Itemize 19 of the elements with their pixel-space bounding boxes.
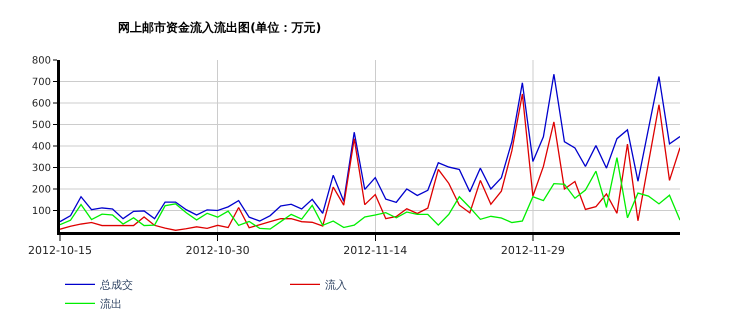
y-tick-label: 400 [32,142,51,152]
y-tick-label: 200 [32,184,51,196]
y-tick-label: 500 [32,120,51,131]
x-tick-label: 2012-10-15 [28,244,92,258]
y-tick-label: 700 [32,77,51,88]
legend-label: 流出 [100,298,122,311]
line-series [60,74,680,222]
chart-title: 网上邮市资金流入流出图(单位：万元) [118,20,322,34]
x-tick-label: 2012-11-29 [500,244,565,258]
x-tick-label: 2012-11-14 [343,244,408,258]
y-tick-label: 600 [32,98,51,110]
y-tick-label: 100 [32,206,51,217]
line-series [60,93,680,231]
legend-label: 总成交 [99,278,133,292]
x-tick-label: 2012-10-30 [186,244,250,258]
y-tick-label: 300 [32,163,51,174]
legend-label: 流入 [325,278,347,292]
line-series [60,156,680,230]
y-tick-label: 800 [32,56,51,66]
